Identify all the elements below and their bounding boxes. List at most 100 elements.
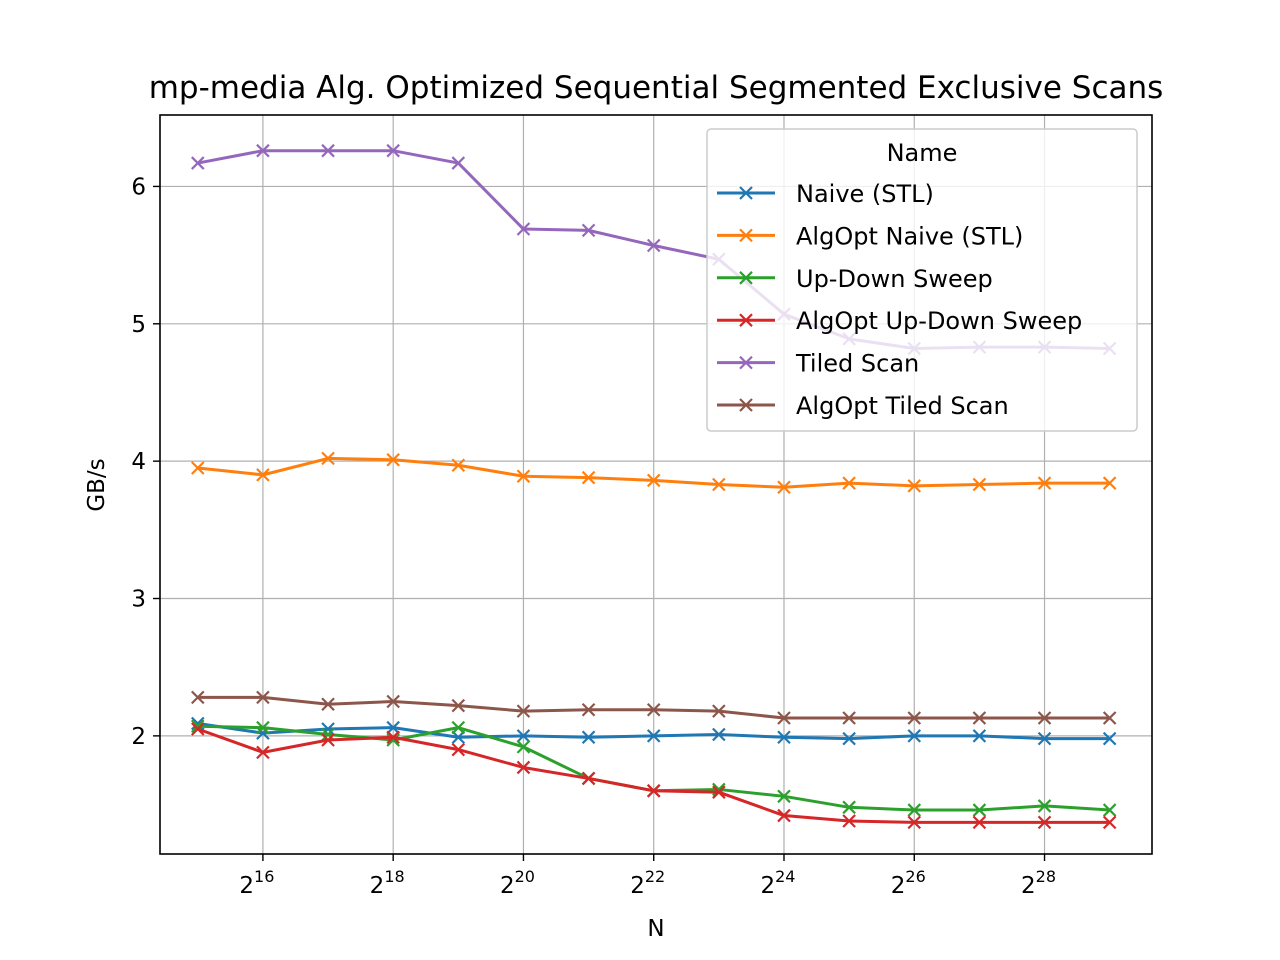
data-point xyxy=(972,729,987,743)
data-point xyxy=(972,711,987,725)
legend-label: Naive (STL) xyxy=(796,180,934,208)
data-point xyxy=(191,156,205,170)
data-point xyxy=(777,711,791,725)
data-point xyxy=(1037,476,1052,490)
data-point xyxy=(842,476,856,490)
data-point xyxy=(712,785,726,799)
data-point xyxy=(386,720,400,735)
legend-entry: AlgOpt Up-Down Sweep xyxy=(717,307,1082,335)
data-point xyxy=(646,473,661,488)
series-4 xyxy=(191,722,1117,830)
data-point xyxy=(581,702,596,717)
data-point xyxy=(646,784,661,798)
data-point xyxy=(712,477,726,492)
legend-label: AlgOpt Tiled Scan xyxy=(796,392,1009,420)
data-point xyxy=(256,720,270,735)
data-point xyxy=(451,458,466,473)
data-point xyxy=(1037,711,1052,725)
data-point xyxy=(1037,799,1052,813)
data-point xyxy=(386,730,400,745)
y-tick-label: 3 xyxy=(131,587,146,613)
data-point xyxy=(386,143,400,158)
data-point xyxy=(581,771,596,786)
data-point xyxy=(191,461,205,475)
data-point xyxy=(1102,476,1117,490)
data-point xyxy=(386,452,400,467)
data-point xyxy=(777,730,791,745)
data-point xyxy=(451,698,466,713)
data-point xyxy=(451,156,466,170)
data-point xyxy=(646,702,661,717)
legend-entry: Up-Down Sweep xyxy=(717,265,993,293)
data-point xyxy=(1037,731,1052,746)
legend-label: AlgOpt Up-Down Sweep xyxy=(796,307,1082,335)
y-tick-label: 5 xyxy=(131,312,146,338)
data-point xyxy=(516,222,531,236)
data-point xyxy=(842,731,856,746)
legend: Name Naive (STL) AlgOpt Naive (STL) Up-Dow… xyxy=(706,128,1138,432)
y-tick-label: 4 xyxy=(131,449,146,475)
data-point xyxy=(321,143,335,158)
plot-frame xyxy=(159,114,1153,855)
data-point xyxy=(256,468,270,482)
data-point xyxy=(321,697,335,712)
data-point xyxy=(842,814,856,828)
data-point xyxy=(907,479,922,493)
data-point xyxy=(907,711,922,725)
data-point xyxy=(972,477,987,492)
x-tick-label: 228 xyxy=(1021,867,1056,899)
series-1 xyxy=(191,716,1117,746)
y-axis-label: GB/s xyxy=(84,458,110,511)
data-point xyxy=(256,143,270,158)
data-point xyxy=(646,729,661,743)
x-axis-ticks: 216 218 220 222 224 226 228 xyxy=(239,854,1056,899)
data-point xyxy=(777,480,791,495)
data-point xyxy=(191,690,205,705)
legend-entry: Tiled Scan xyxy=(717,350,919,378)
x-tick-label: 220 xyxy=(500,867,535,899)
legend-entry: AlgOpt Naive (STL) xyxy=(717,222,1023,250)
legend-marker xyxy=(739,186,753,200)
data-point xyxy=(777,808,791,823)
x-tick-label: 218 xyxy=(370,867,405,899)
data-point xyxy=(516,704,531,718)
legend-marker xyxy=(739,228,753,243)
legend-label: AlgOpt Naive (STL) xyxy=(796,222,1023,250)
data-point xyxy=(321,733,335,747)
data-point xyxy=(907,803,922,817)
data-point xyxy=(516,760,531,775)
x-tick-label: 226 xyxy=(891,867,926,899)
data-point xyxy=(581,470,596,485)
data-point xyxy=(907,815,922,830)
x-tick-label: 222 xyxy=(630,867,665,899)
legend-label: Tiled Scan xyxy=(795,350,919,378)
data-point xyxy=(191,722,205,736)
data-point xyxy=(256,690,270,705)
legend-marker xyxy=(739,271,753,285)
legend-entry: AlgOpt Tiled Scan xyxy=(717,392,1009,420)
data-point xyxy=(1102,711,1117,725)
series-layer xyxy=(191,143,1117,830)
series-6 xyxy=(191,690,1117,725)
legend-label: Up-Down Sweep xyxy=(796,265,993,293)
data-point xyxy=(777,789,791,804)
legend-entries: Naive (STL) AlgOpt Naive (STL) Up-Down Swe… xyxy=(717,180,1082,420)
legend-entry: Naive (STL) xyxy=(717,180,934,208)
legend-marker xyxy=(739,398,753,412)
data-point xyxy=(451,730,466,745)
data-point xyxy=(321,451,335,466)
data-point xyxy=(1102,815,1117,830)
legend-box xyxy=(706,128,1138,432)
data-point xyxy=(842,711,856,725)
data-point xyxy=(646,238,661,253)
data-point xyxy=(712,727,726,742)
data-point xyxy=(972,815,987,830)
data-point xyxy=(451,720,466,735)
legend-title: Name xyxy=(887,139,958,167)
legend-marker xyxy=(739,313,753,327)
y-tick-label: 2 xyxy=(131,724,146,750)
data-point xyxy=(1102,731,1117,746)
data-point xyxy=(1037,815,1052,830)
x-tick-label: 216 xyxy=(239,867,274,899)
